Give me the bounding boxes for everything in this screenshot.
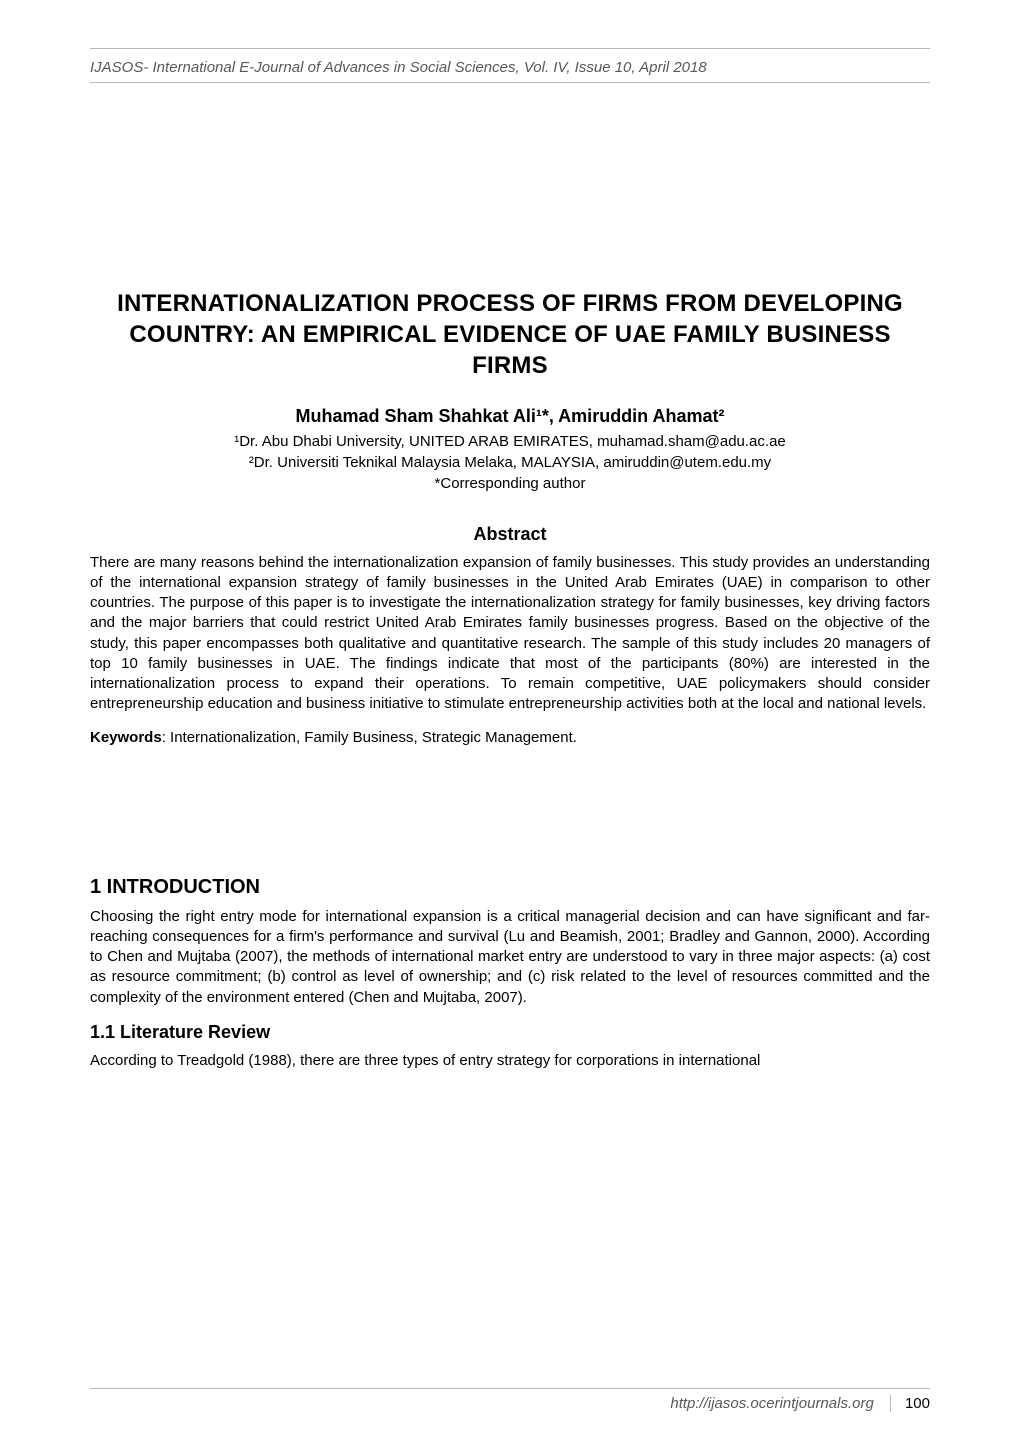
subsection-1-1-body: According to Treadgold (1988), there are… [90,1051,930,1071]
paper-title: INTERNATIONALIZATION PROCESS OF FIRMS FR… [90,288,930,382]
header-rule-bottom [90,82,930,83]
abstract-body: There are many reasons behind the intern… [90,553,930,715]
footer-rule [90,1388,930,1389]
keywords: Keywords: Internationalization, Family B… [90,729,930,746]
section-1-heading: 1 INTRODUCTION [90,876,930,899]
running-header: IJASOS- International E-Journal of Advan… [90,53,930,82]
affiliations: ¹Dr. Abu Dhabi University, UNITED ARAB E… [90,431,930,494]
corresponding-author-note: *Corresponding author [90,473,930,494]
footer-content: http://ijasos.ocerintjournals.org 100 [90,1395,930,1412]
subsection-1-1-heading: 1.1 Literature Review [90,1022,930,1043]
keywords-text: : Internationalization, Family Business,… [162,729,577,746]
affiliation-1: ¹Dr. Abu Dhabi University, UNITED ARAB E… [90,431,930,452]
affiliation-2: ²Dr. Universiti Teknikal Malaysia Melaka… [90,452,930,473]
page-footer: http://ijasos.ocerintjournals.org 100 [90,1388,930,1412]
footer-url: http://ijasos.ocerintjournals.org [670,1395,873,1412]
abstract-heading: Abstract [90,524,930,545]
keywords-label: Keywords [90,729,162,746]
authors-line: Muhamad Sham Shahkat Ali¹*, Amiruddin Ah… [90,406,930,427]
header-rule-top [90,48,930,49]
page-number: 100 [890,1395,930,1412]
section-1-body: Choosing the right entry mode for intern… [90,907,930,1008]
